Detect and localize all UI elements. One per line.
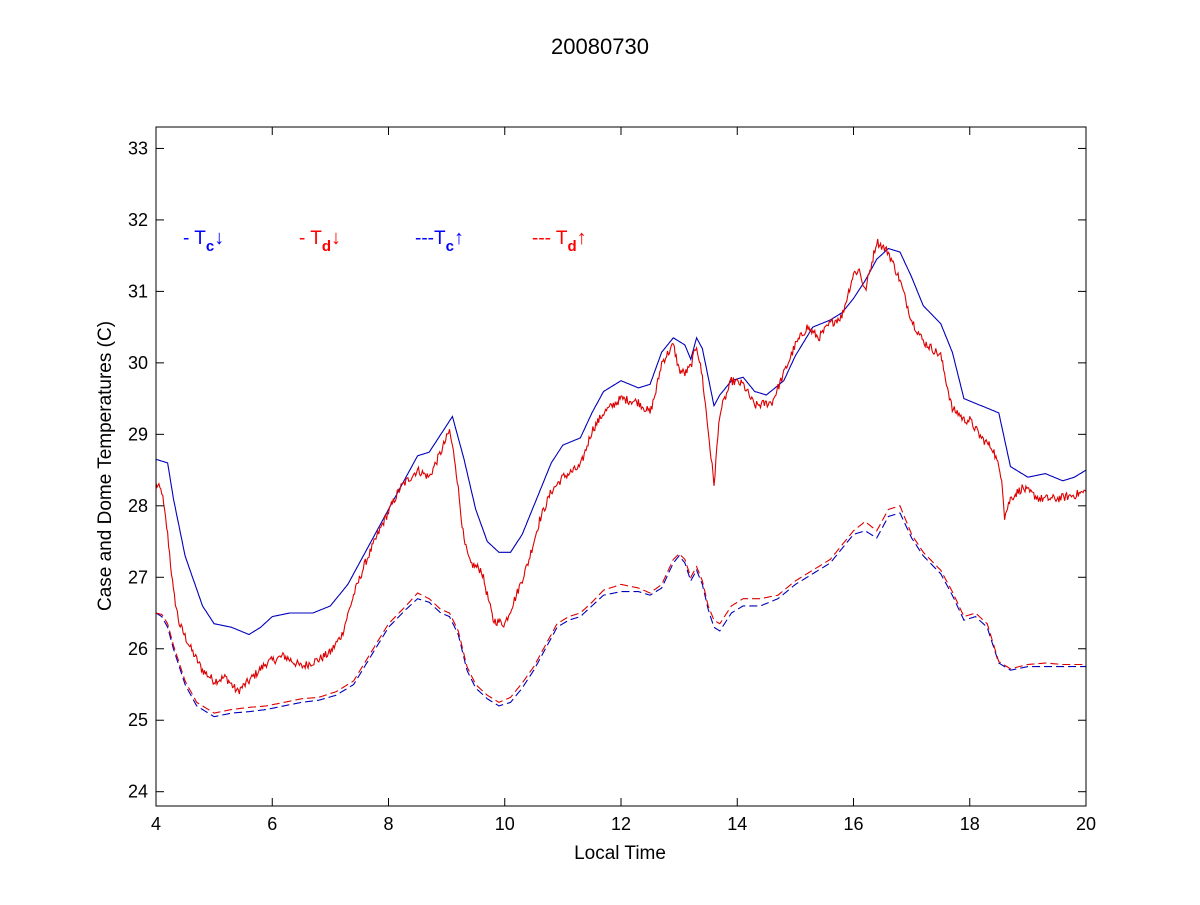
y-tick-label: 32 — [128, 210, 148, 230]
ticks-group: 4 6 8 10 12 14 16 18 20 24 25 26 27 28 29 30 31 32 33 — [128, 127, 1096, 834]
legend-prefix: --- — [415, 228, 434, 249]
series-group — [156, 238, 1086, 718]
x-tick-label: 10 — [495, 814, 515, 834]
series-line-1 — [156, 247, 1086, 636]
x-tick-label: 8 — [383, 814, 393, 834]
legend-subscript: d — [568, 238, 577, 255]
series-line-4 — [156, 505, 1086, 714]
legend-subscript: c — [206, 238, 214, 255]
legend-prefix: - — [183, 228, 194, 249]
x-tick-label: 16 — [843, 814, 863, 834]
legend-symbol: T — [556, 228, 568, 249]
legend-entry: --- Td↑ — [532, 227, 587, 255]
x-tick-label: 4 — [151, 814, 161, 834]
y-tick-label: 25 — [128, 710, 148, 730]
chart-title: 20080730 — [551, 34, 649, 59]
legend-arrow: ↑ — [454, 227, 464, 249]
x-tick-label: 6 — [267, 814, 277, 834]
legend-arrow: ↑ — [577, 227, 587, 249]
y-tick-label: 26 — [128, 639, 148, 659]
y-tick-label: 27 — [128, 567, 148, 587]
legend-subscript: c — [446, 238, 454, 255]
y-axis-label: Case and Dome Temperatures (C) — [95, 321, 116, 611]
series-line-3 — [156, 512, 1086, 718]
series-line-2 — [156, 238, 1086, 695]
legend-prefix: - — [299, 228, 310, 249]
y-tick-label: 30 — [128, 353, 148, 373]
y-tick-label: 29 — [128, 424, 148, 444]
y-tick-label: 33 — [128, 138, 148, 158]
y-tick-label: 28 — [128, 496, 148, 516]
legend-arrow: ↓ — [331, 227, 341, 249]
x-tick-label: 20 — [1076, 814, 1096, 834]
x-tick-label: 18 — [960, 814, 980, 834]
y-tick-label: 31 — [128, 281, 148, 301]
legend-subscript: d — [322, 238, 331, 255]
legend-entry: - Tc↓ — [183, 227, 224, 255]
legend-symbol: T — [310, 228, 322, 249]
y-tick-label: 24 — [128, 782, 148, 802]
x-tick-label: 12 — [611, 814, 631, 834]
legend-symbol: T — [194, 228, 206, 249]
legend-arrow: ↓ — [214, 227, 224, 249]
x-tick-label: 14 — [727, 814, 747, 834]
legend: - Tc↓ - Td↓ ---Tc↑ --- Td↑ — [183, 227, 587, 255]
legend-entry: - Td↓ — [299, 227, 341, 255]
legend-symbol: T — [434, 228, 446, 249]
legend-entry: ---Tc↑ — [415, 227, 464, 255]
x-axis-label: Local Time — [574, 843, 666, 864]
legend-prefix: --- — [532, 228, 556, 249]
